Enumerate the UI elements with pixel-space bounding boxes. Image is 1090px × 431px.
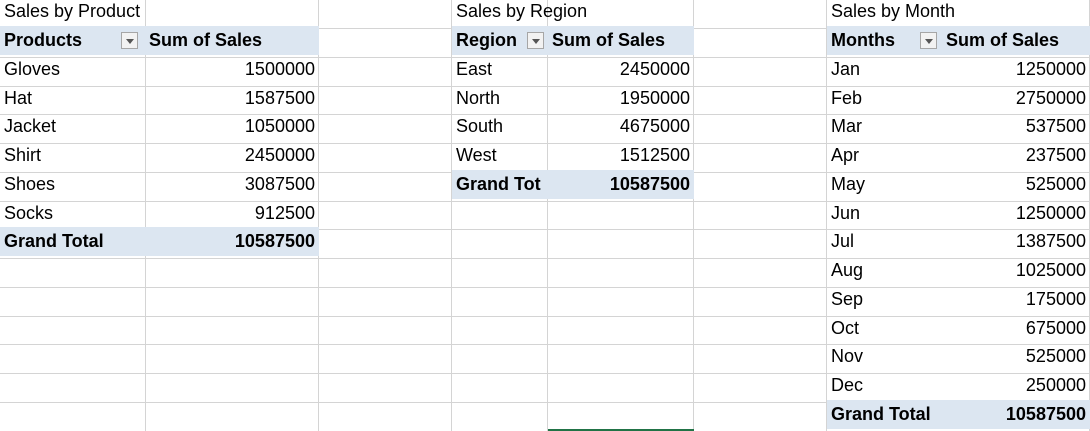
active-cell-indicator <box>548 429 694 431</box>
row-value: 237500 <box>1025 145 1086 165</box>
row-value: 912500 <box>254 202 315 223</box>
column-b <box>146 0 319 431</box>
row-label: Jacket <box>4 116 57 137</box>
row-label: South <box>456 116 504 137</box>
row-value: 1050000 <box>244 116 315 137</box>
column-a <box>0 0 146 431</box>
row-label: East <box>456 58 493 79</box>
row-value: 3087500 <box>244 173 315 194</box>
row-value: 525000 <box>1025 173 1086 194</box>
row-value: 1500000 <box>244 58 315 79</box>
row-value: 1250000 <box>1015 58 1086 79</box>
row-header-region: Region <box>452 26 548 55</box>
row-label: Jan <box>831 58 861 79</box>
grand-total-value: 10587500 <box>548 169 694 199</box>
grid-row <box>0 374 1090 403</box>
grid-row <box>0 230 1090 259</box>
row-value: 1387500 <box>1015 231 1086 252</box>
column-d <box>452 0 548 431</box>
grand-total-value: 10587500 <box>942 399 1090 429</box>
grand-total-label: Grand Tot <box>452 169 548 199</box>
grid-row <box>0 259 1090 288</box>
pivot-title-product: Sales by Product <box>4 1 141 21</box>
row-label: Apr <box>831 145 860 165</box>
grid-row <box>0 86 1090 116</box>
row-label: Oct <box>831 317 860 338</box>
row-label: Nov <box>831 346 864 367</box>
value-header-sum-of-sales: Sum of Sales <box>146 26 319 55</box>
row-label: Shirt <box>4 145 42 165</box>
row-label: Aug <box>831 260 864 280</box>
row-value: 4675000 <box>619 116 690 137</box>
grand-total-label: Grand Total <box>0 227 146 257</box>
value-header-sum-of-sales: Sum of Sales <box>548 26 694 55</box>
grid-row <box>0 345 1090 374</box>
grid-row <box>0 316 1090 346</box>
pivot-title-month: Sales by Month <box>831 1 956 21</box>
grid-row <box>0 58 1090 87</box>
grid-row <box>0 173 1090 202</box>
pivot-title-region: Sales by Region <box>456 1 588 21</box>
grand-total-value: 10587500 <box>146 227 319 257</box>
row-value: 525000 <box>1025 346 1086 367</box>
grid-row <box>0 201 1090 231</box>
row-value: 250000 <box>1025 375 1086 395</box>
row-label: West <box>456 145 497 165</box>
row-label: Gloves <box>4 58 61 79</box>
row-label: Socks <box>4 202 54 223</box>
row-value: 675000 <box>1025 317 1086 338</box>
row-value: 1025000 <box>1015 260 1086 280</box>
grid-row <box>0 29 1090 58</box>
row-value: 1512500 <box>619 145 690 165</box>
row-value: 175000 <box>1025 288 1086 309</box>
row-label: Feb <box>831 87 863 108</box>
row-label: Sep <box>831 288 864 309</box>
row-label: Jun <box>831 202 861 223</box>
row-label: North <box>456 87 501 108</box>
row-value: 2450000 <box>244 145 315 165</box>
row-value: 2450000 <box>619 58 690 79</box>
row-label: May <box>831 173 866 194</box>
row-value: 1250000 <box>1015 202 1086 223</box>
column-f <box>694 0 827 431</box>
column-e <box>548 0 694 431</box>
row-label: Shoes <box>4 173 56 194</box>
grid-row <box>0 115 1090 144</box>
row-label: Dec <box>831 375 864 395</box>
row-label: Jul <box>831 231 855 252</box>
row-label: Mar <box>831 116 862 137</box>
row-value: 1587500 <box>244 87 315 108</box>
filter-dropdown-icon[interactable] <box>527 32 544 49</box>
filter-dropdown-icon[interactable] <box>121 32 138 49</box>
row-value: 2750000 <box>1015 87 1086 108</box>
filter-dropdown-icon[interactable] <box>920 32 937 49</box>
row-value: 537500 <box>1025 116 1086 137</box>
row-value: 1950000 <box>619 87 690 108</box>
column-c <box>319 0 452 431</box>
grid-row <box>0 288 1090 317</box>
value-header-sum-of-sales: Sum of Sales <box>942 26 1090 55</box>
grand-total-label: Grand Total <box>827 399 942 429</box>
row-label: Hat <box>4 87 33 108</box>
